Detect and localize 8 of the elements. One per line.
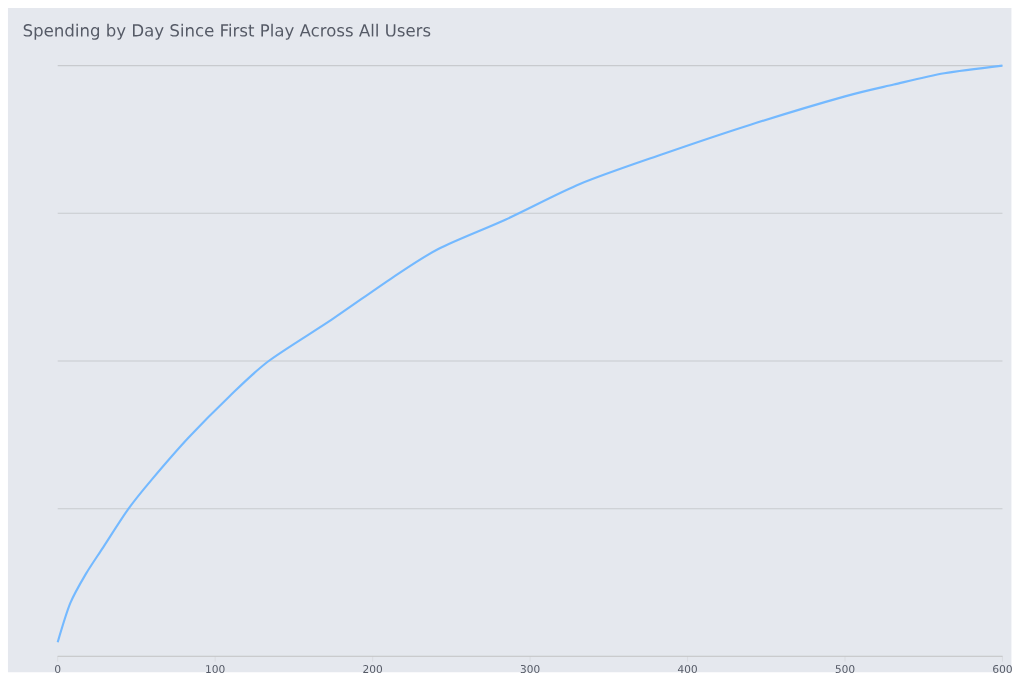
x-tick-label: 300 — [520, 664, 540, 673]
chart-title: Spending by Day Since First Play Across All Users — [23, 23, 431, 40]
x-tick-label: 400 — [677, 664, 697, 673]
x-tick-label: 500 — [835, 664, 855, 673]
x-tick-label: 600 — [993, 664, 1012, 673]
x-tick-label: 100 — [206, 664, 225, 673]
x-tick-label: 0 — [55, 664, 61, 673]
x-tick-label: 200 — [363, 664, 383, 673]
